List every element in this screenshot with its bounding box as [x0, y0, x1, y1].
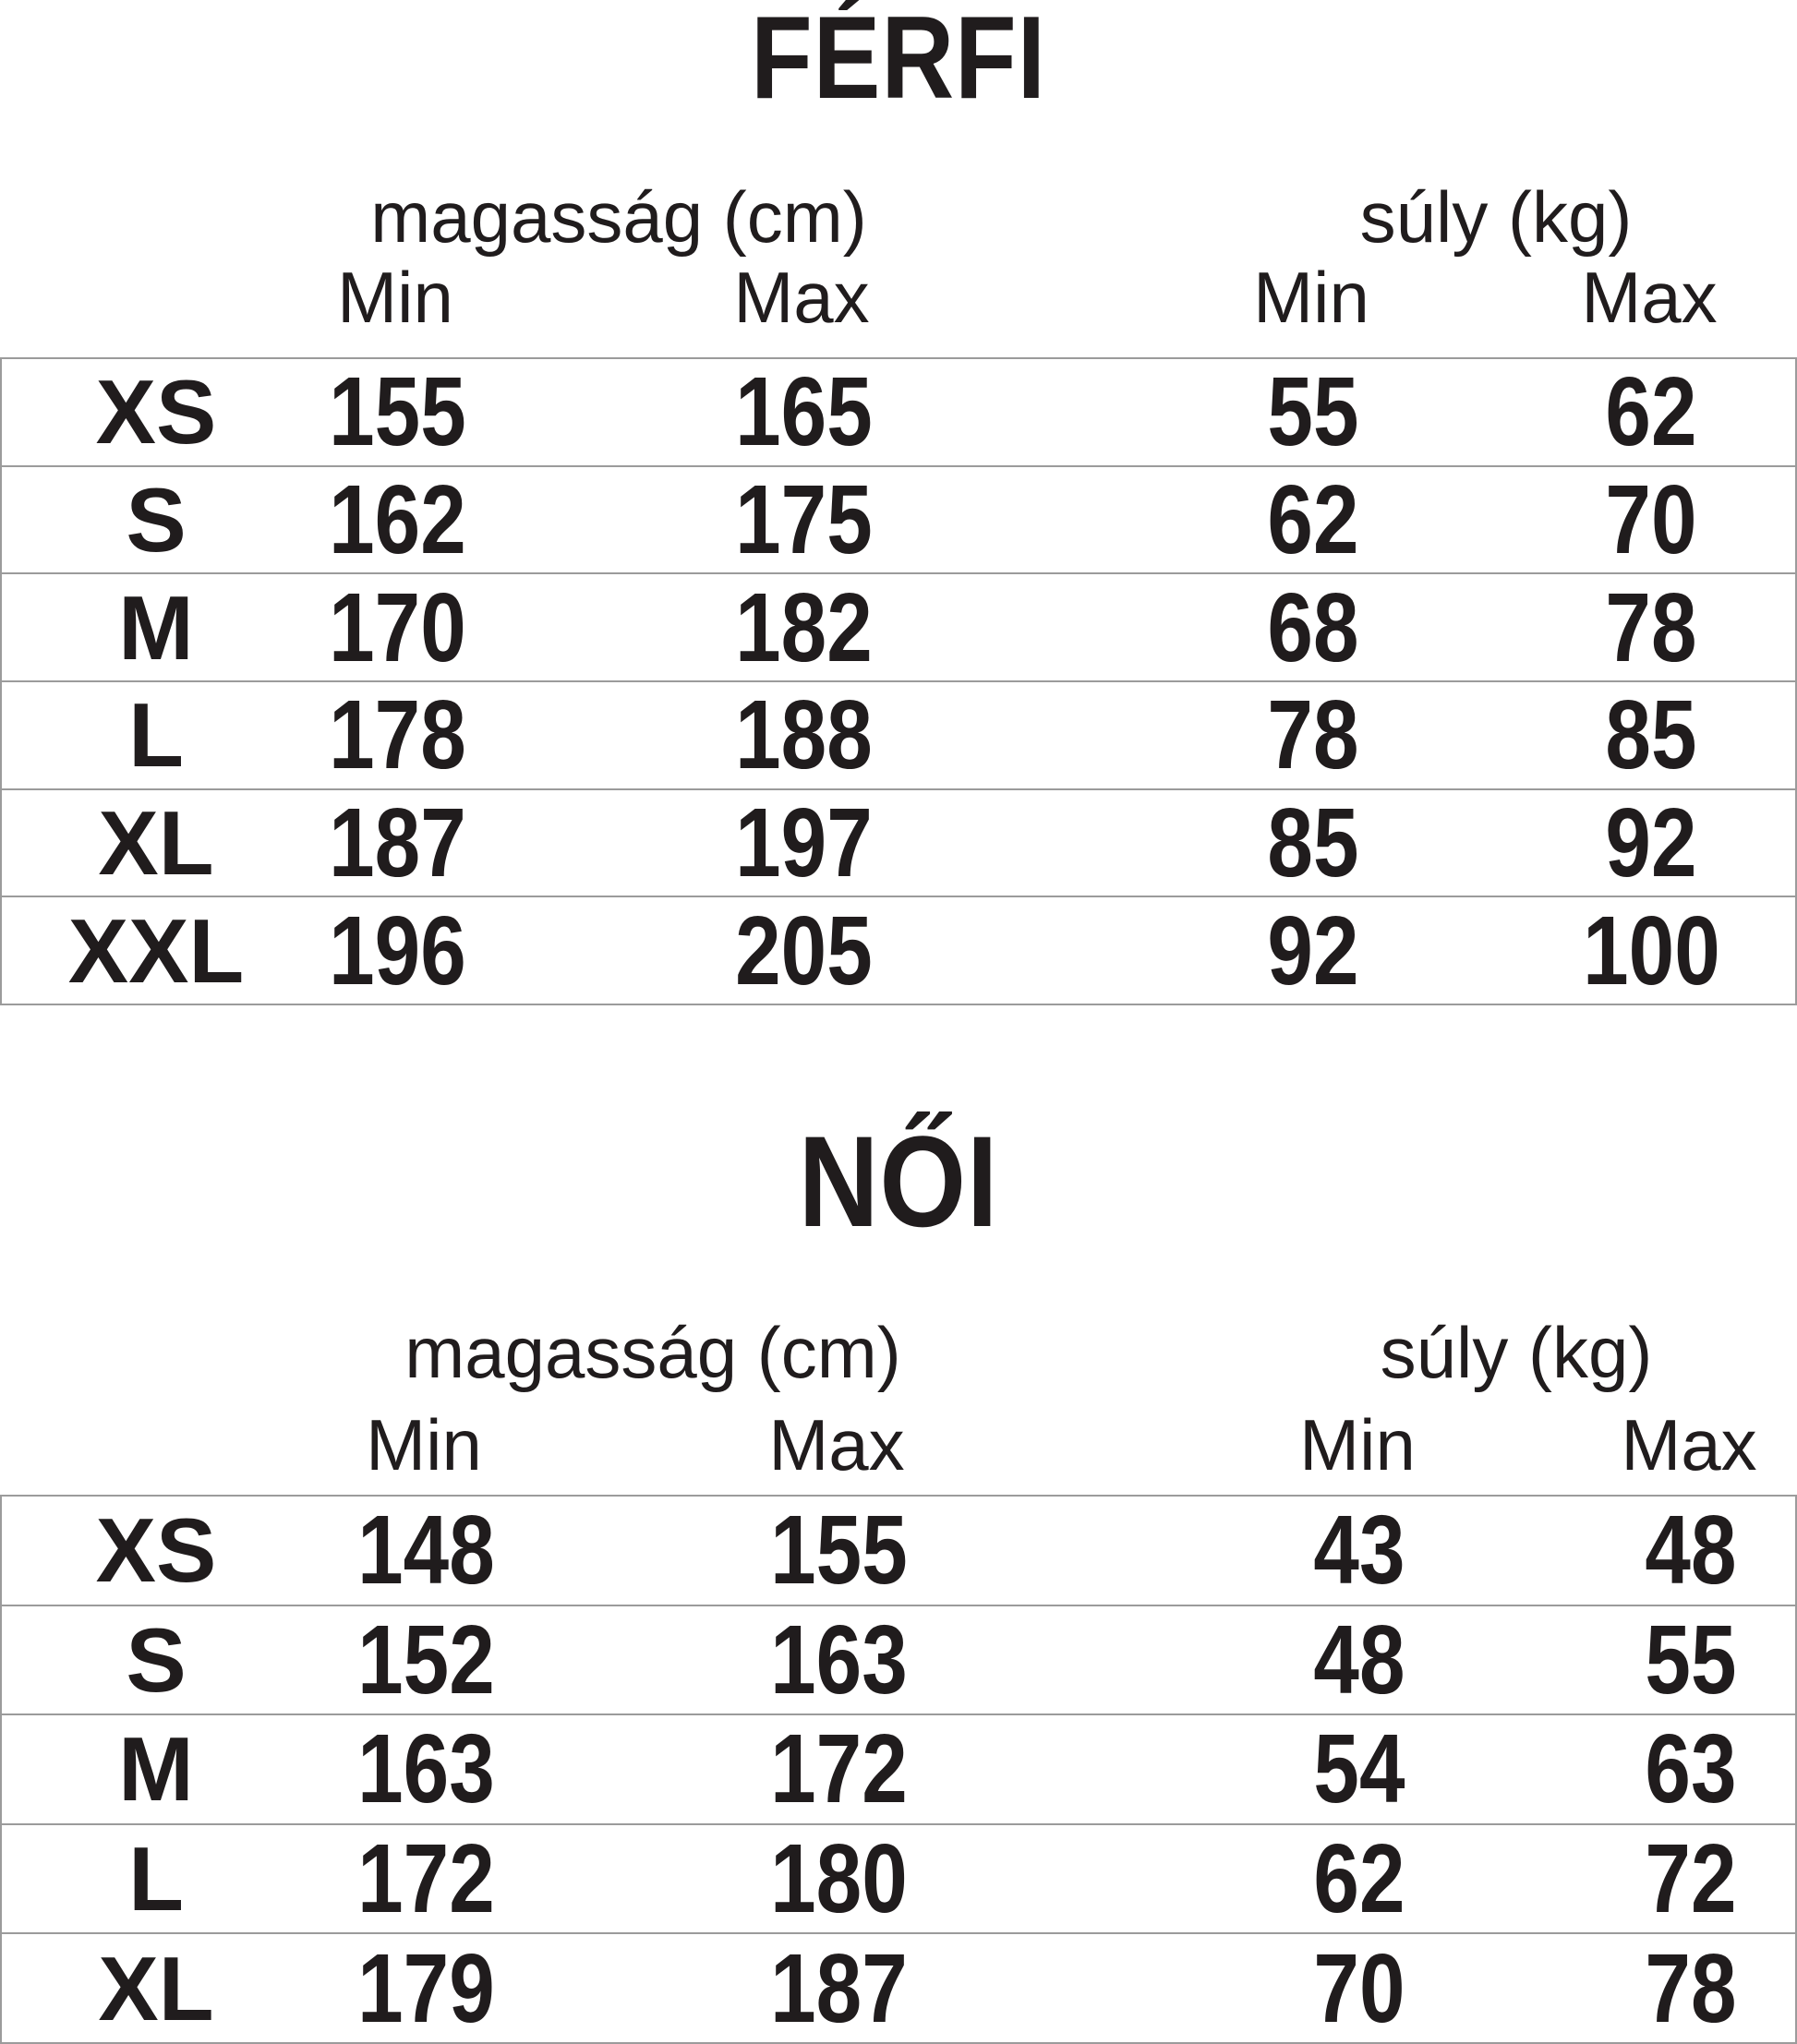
height-max-cell: 172 — [769, 1714, 908, 1824]
women-minmax-header-row: Min Max Min Max — [0, 1405, 1797, 1485]
men-weight-max-header: Max — [1581, 257, 1718, 338]
weight-min-cell: 48 — [1313, 1605, 1405, 1714]
height-min-cell: 163 — [356, 1714, 495, 1824]
height-min-cell: 148 — [356, 1496, 495, 1605]
height-min-cell: 170 — [328, 572, 466, 682]
weight-max-cell: 70 — [1605, 465, 1697, 574]
weight-max-cell: 78 — [1645, 1933, 1737, 2043]
size-label-cell: XXL — [67, 899, 245, 1002]
weight-max-cell: 92 — [1605, 788, 1697, 898]
table-row: S 162 175 62 70 — [2, 467, 1795, 575]
weight-max-cell: 100 — [1582, 896, 1720, 1005]
weight-max-cell: 55 — [1645, 1605, 1737, 1714]
height-min-cell: 187 — [328, 788, 466, 898]
size-label-cell: M — [118, 576, 194, 679]
height-max-cell: 163 — [769, 1605, 908, 1714]
women-size-table: XS 148 155 43 48 S 152 163 48 55 M 163 1… — [0, 1495, 1797, 2044]
size-label-cell: S — [126, 469, 187, 571]
weight-min-cell: 62 — [1267, 465, 1359, 574]
women-height-min-header: Min — [366, 1404, 482, 1485]
women-weight-group-header: súly (kg) — [1380, 1312, 1653, 1393]
height-min-cell: 152 — [356, 1605, 495, 1714]
table-row: S 152 163 48 55 — [2, 1606, 1795, 1716]
height-max-cell: 197 — [734, 788, 873, 898]
height-min-cell: 178 — [328, 680, 466, 790]
size-label-cell: XS — [95, 1499, 217, 1602]
men-weight-group-header: súly (kg) — [1359, 176, 1633, 258]
height-max-cell: 187 — [769, 1933, 908, 2043]
weight-min-cell: 70 — [1313, 1933, 1405, 2043]
women-weight-max-header: Max — [1621, 1404, 1757, 1485]
table-row: L 172 180 62 72 — [2, 1825, 1795, 1935]
height-max-cell: 205 — [734, 896, 873, 1005]
weight-min-cell: 92 — [1267, 896, 1359, 1005]
height-max-cell: 175 — [734, 465, 873, 574]
size-label-cell: M — [118, 1718, 194, 1821]
size-label-cell: XL — [98, 792, 214, 895]
women-height-max-header: Max — [768, 1404, 905, 1485]
weight-max-cell: 72 — [1645, 1824, 1737, 1934]
height-max-cell: 188 — [734, 680, 873, 790]
women-column-group-headers: magasság (cm) súly (kg) — [0, 1311, 1797, 1394]
men-table-title: FÉRFI — [0, 0, 1797, 123]
table-row: XS 148 155 43 48 — [2, 1497, 1795, 1606]
weight-max-cell: 63 — [1645, 1714, 1737, 1824]
height-max-cell: 180 — [769, 1824, 908, 1934]
weight-min-cell: 68 — [1267, 572, 1359, 682]
height-min-cell: 172 — [356, 1824, 495, 1934]
men-minmax-header-row: Min Max Min Max — [0, 259, 1797, 336]
height-min-cell: 196 — [328, 896, 466, 1005]
table-row: XS 155 165 55 62 — [2, 359, 1795, 467]
height-max-cell: 182 — [734, 572, 873, 682]
size-label-cell: XS — [95, 361, 217, 463]
weight-min-cell: 43 — [1313, 1496, 1405, 1605]
men-title-text: FÉRFI — [751, 0, 1046, 123]
weight-min-cell: 55 — [1267, 357, 1359, 467]
table-row: L 178 188 78 85 — [2, 682, 1795, 790]
men-size-table: XS 155 165 55 62 S 162 175 62 70 M 170 1… — [0, 357, 1797, 1005]
weight-min-cell: 62 — [1313, 1824, 1405, 1934]
men-column-group-headers: magasság (cm) súly (kg) — [0, 175, 1797, 259]
table-row: M 163 172 54 63 — [2, 1715, 1795, 1825]
men-height-max-header: Max — [733, 257, 870, 338]
spacer-cell — [0, 259, 308, 336]
weight-min-cell: 54 — [1313, 1714, 1405, 1824]
table-row: XL 187 197 85 92 — [2, 790, 1795, 898]
size-label-cell: L — [128, 1828, 184, 1930]
women-weight-min-header: Min — [1299, 1404, 1416, 1485]
size-label-cell: XL — [98, 1937, 214, 2039]
spacer-cell — [0, 1405, 308, 1485]
weight-min-cell: 78 — [1267, 680, 1359, 790]
weight-max-cell: 48 — [1645, 1496, 1737, 1605]
height-min-cell: 179 — [356, 1933, 495, 2043]
men-height-min-header: Min — [337, 257, 453, 338]
height-max-cell: 155 — [769, 1496, 908, 1605]
weight-max-cell: 62 — [1605, 357, 1697, 467]
women-height-group-header: magasság (cm) — [404, 1312, 901, 1393]
weight-min-cell: 85 — [1267, 788, 1359, 898]
men-height-group-header: magasság (cm) — [370, 176, 867, 258]
weight-max-cell: 78 — [1605, 572, 1697, 682]
table-row: XL 179 187 70 78 — [2, 1934, 1795, 2042]
table-row: XXL 196 205 92 100 — [2, 897, 1795, 1004]
height-min-cell: 162 — [328, 465, 466, 574]
height-min-cell: 155 — [328, 357, 466, 467]
men-weight-min-header: Min — [1253, 257, 1369, 338]
women-title-text: NŐI — [798, 1109, 999, 1254]
weight-max-cell: 85 — [1605, 680, 1697, 790]
size-label-cell: S — [126, 1608, 187, 1711]
women-table-title: NŐI — [0, 1109, 1797, 1254]
table-row: M 170 182 68 78 — [2, 572, 1795, 683]
size-label-cell: L — [128, 684, 184, 787]
height-max-cell: 165 — [734, 357, 873, 467]
